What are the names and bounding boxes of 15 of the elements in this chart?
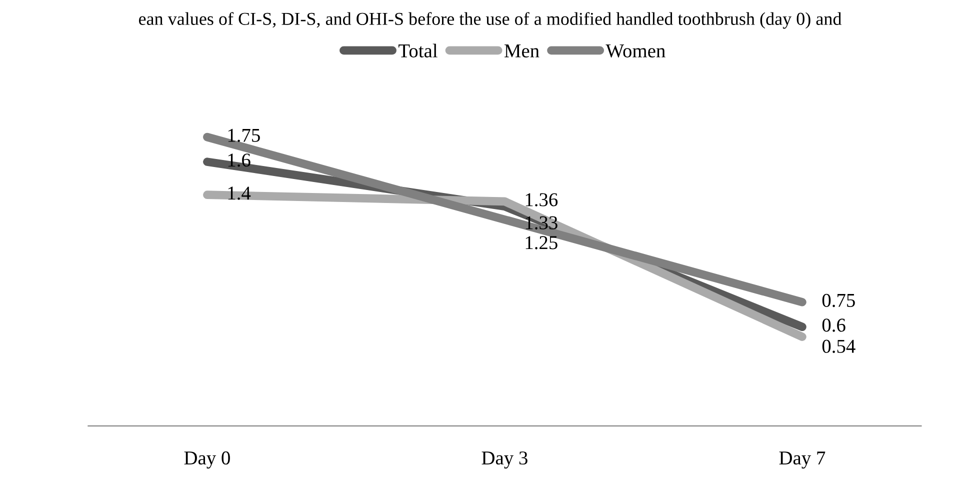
data-label: 1.25 <box>526 236 558 250</box>
data-label: 1.36 <box>526 193 558 206</box>
legend-label: Women <box>606 44 666 58</box>
data-label: 0.54 <box>822 340 856 353</box>
data-label: 1.75 <box>228 128 260 142</box>
data-label: 1.33 <box>526 216 558 230</box>
data-label: 0.75 <box>822 294 855 308</box>
data-label: 1.4 <box>228 186 251 200</box>
x-tick-label: Day 7 <box>779 452 826 469</box>
legend-label: Total <box>398 44 438 58</box>
x-tick-label: Day 3 <box>482 451 528 469</box>
chart-title: ean values of CI-S, DI-S, and OHI-S before the use of a modified handled toothbrush (day 0) and <box>138 12 842 29</box>
legend-label: Men <box>504 44 540 58</box>
x-tick-label: Day 0 <box>184 451 230 469</box>
data-label: 0.6 <box>822 318 846 332</box>
